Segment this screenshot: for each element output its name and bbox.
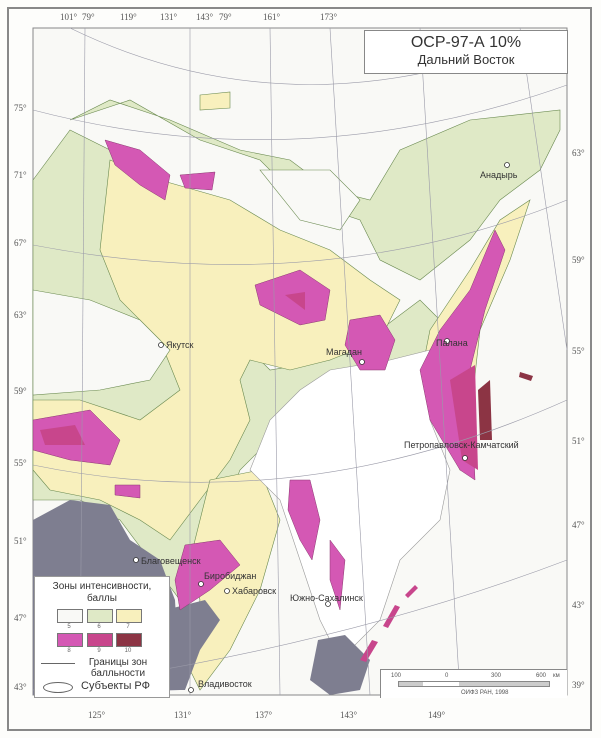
legend-swatch-5: [57, 609, 83, 623]
legend-swatch-10: [116, 633, 142, 647]
lat-label: 55°: [572, 346, 585, 356]
city-label-khabarovsk: Хабаровск: [232, 586, 277, 596]
scale-tick: 0: [445, 673, 449, 679]
city-label-vladivostok: Владивосток: [198, 679, 252, 689]
subject-outline-symbol: [43, 682, 73, 693]
zone-8-region: [287, 479, 321, 561]
zone-8-region: [419, 229, 506, 481]
map-title: ОСР-97-А 10% Дальний Восток: [364, 30, 568, 74]
legend-swatch-6: [87, 609, 113, 623]
zone-10-region: [519, 372, 533, 381]
lat-label: 55°: [14, 458, 27, 468]
copyright: ОИФЗ РАН, 1998: [461, 690, 509, 696]
lat-label: 63°: [14, 310, 27, 320]
legend: Зоны интенсивности, баллы 5 6 7 8 9 10 Г…: [34, 576, 170, 698]
title-line-2: Дальний Восток: [417, 52, 515, 67]
scale-tick: 100: [391, 673, 402, 679]
lat-label: 39°: [572, 680, 585, 690]
city-label-yakutsk: Якутск: [166, 340, 194, 350]
foreign-land-japan: [310, 635, 370, 695]
lon-label: 131°: [174, 710, 192, 720]
legend-value: 9: [97, 648, 101, 654]
city-label-palana: Палана: [436, 338, 468, 348]
city-label-blagoveshchensk: Благовещенск: [141, 556, 201, 566]
legend-value: 7: [126, 624, 130, 630]
legend-subject-label: Субъекты РФ: [81, 680, 151, 692]
legend-swatch-7: [116, 609, 142, 623]
lon-label: 143°: [340, 710, 358, 720]
lat-label: 59°: [572, 255, 585, 265]
lat-label: 51°: [572, 436, 585, 446]
lat-label: 43°: [14, 682, 27, 692]
lat-label: 47°: [14, 613, 27, 623]
lat-label: 51°: [14, 536, 27, 546]
boundary-line-symbol: [41, 663, 75, 664]
city-label-anadyr: Анадырь: [480, 170, 518, 180]
zone-8-region: [114, 484, 141, 499]
kuril-islands: [360, 585, 418, 662]
lon-label: 149°: [428, 710, 446, 720]
legend-value: 8: [67, 648, 71, 654]
lon-label: 137°: [255, 710, 273, 720]
scale-bar: 100 0 300 600 км ОИФЗ РАН, 1998: [380, 669, 567, 698]
lon-label: 131°: [160, 12, 178, 22]
lon-label: 79°: [82, 12, 95, 22]
lon-label: 79°: [219, 12, 232, 22]
foreign-land-china: [165, 600, 220, 690]
city-markers: [133, 162, 510, 693]
lat-label: 47°: [572, 520, 585, 530]
lat-label: 59°: [14, 386, 27, 396]
title-line-1: ОСР-97-А 10%: [410, 34, 522, 51]
zone-10-region: [478, 380, 492, 440]
legend-boundary-label: Границы зон балльности: [88, 657, 148, 679]
lon-label: 101°: [60, 12, 78, 22]
lon-label: 173°: [320, 12, 338, 22]
zone-8-region: [329, 539, 346, 611]
graticule: [32, 27, 568, 696]
scale-tick: 600: [536, 673, 547, 679]
legend-value: 5: [67, 624, 71, 630]
legend-value: 10: [124, 648, 132, 654]
city-label-petropavlovsk: Петропавловск-Камчатский: [404, 440, 519, 450]
lat-label: 67°: [14, 238, 27, 248]
lon-label: 143°: [196, 12, 214, 22]
lat-label: 71°: [14, 170, 27, 180]
legend-swatch-8: [57, 633, 83, 647]
map-frame: [7, 7, 592, 731]
city-label-yuzhno-sakhalinsk: Южно-Сахалинск: [290, 593, 363, 603]
lon-label: 161°: [263, 12, 281, 22]
zone-9-region: [40, 425, 85, 445]
legend-swatch-9: [87, 633, 113, 647]
zone-5-region: [32, 289, 171, 396]
legend-title: Зоны интенсивности, баллы: [52, 581, 152, 604]
city-label-magadan: Магадан: [326, 347, 362, 357]
legend-value: 6: [97, 624, 101, 630]
lon-label: 119°: [120, 12, 137, 22]
city-label-birobidzhan: Биробиджан: [204, 571, 257, 581]
lon-label: 125°: [88, 710, 106, 720]
zone-8-region: [344, 314, 396, 371]
lat-label: 43°: [572, 600, 585, 610]
zone-5-region: [259, 169, 361, 231]
scale-graphic: [398, 681, 550, 687]
zone-7-region: [199, 91, 231, 111]
zone-9-region: [285, 292, 305, 310]
scale-tick: 300: [491, 673, 502, 679]
zone-8-region: [179, 171, 216, 191]
lat-label: 63°: [572, 148, 585, 158]
zone-8-region: [104, 139, 171, 201]
zone-9-region: [450, 365, 478, 470]
scale-unit: км: [553, 673, 560, 679]
lat-label: 75°: [14, 103, 27, 113]
zone-8-region: [174, 539, 241, 611]
